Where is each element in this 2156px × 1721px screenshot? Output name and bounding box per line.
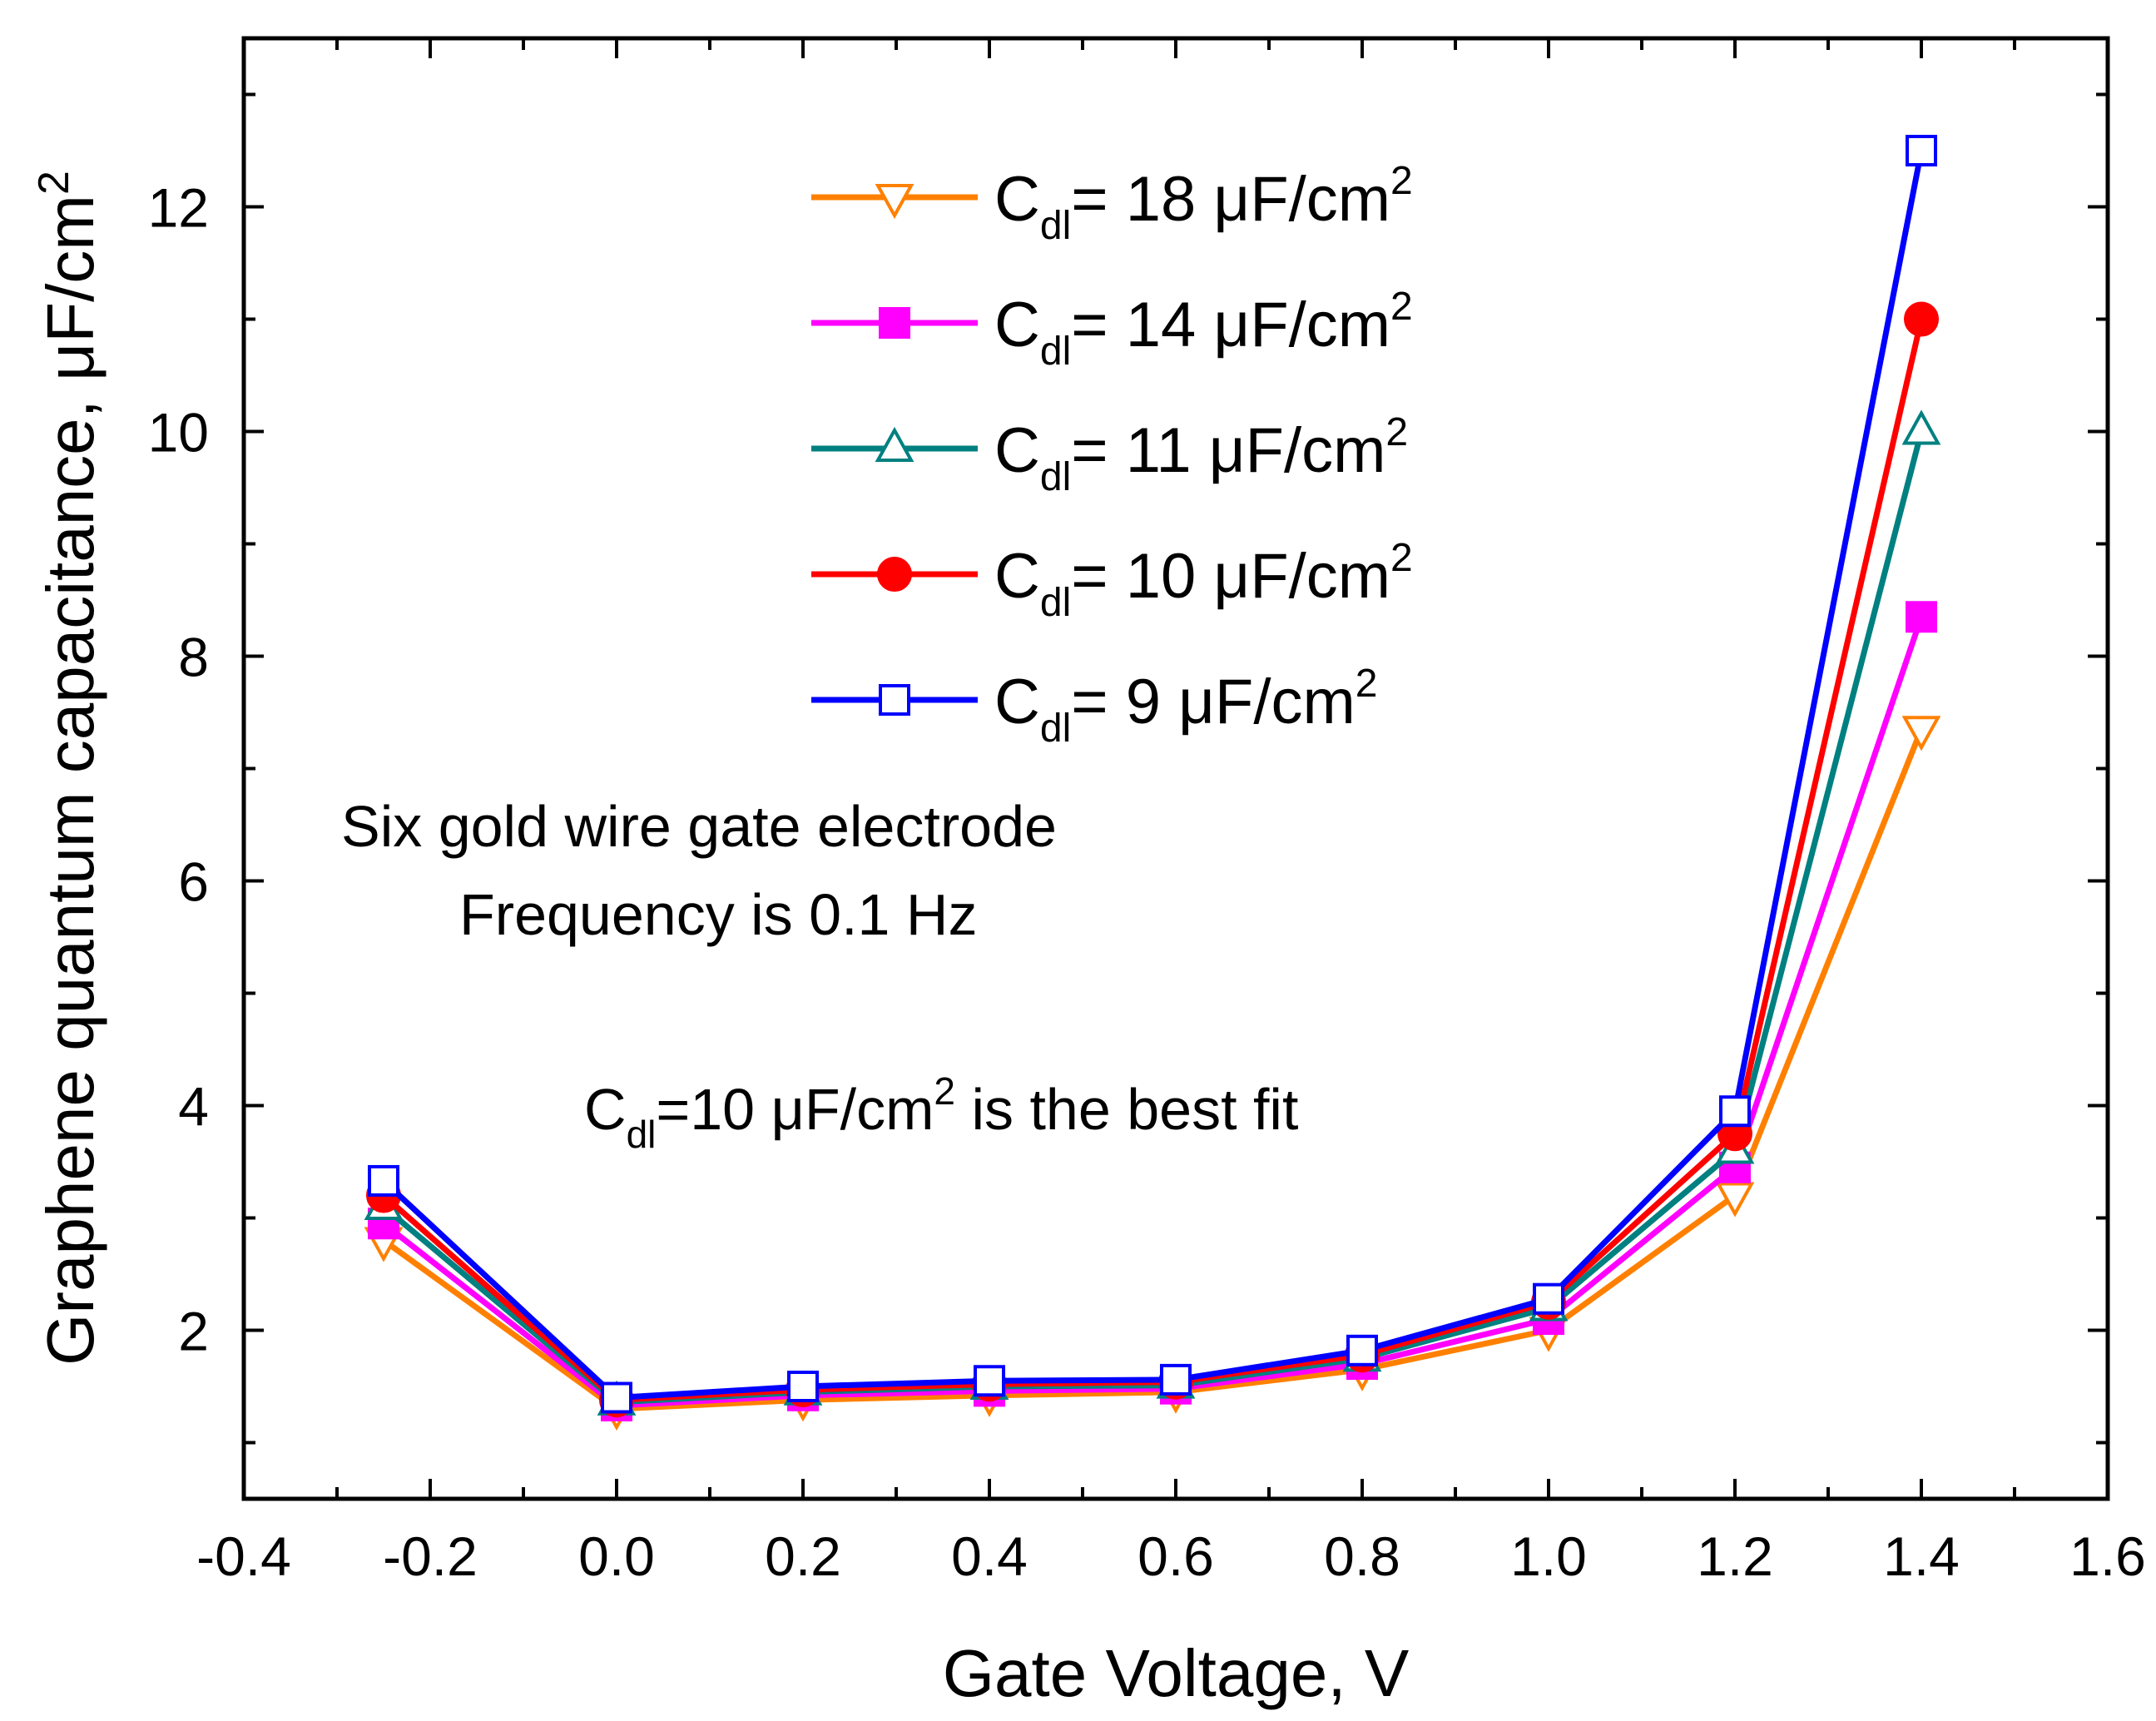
data-point: [1160, 1363, 1192, 1396]
x-tick-label: 0.4: [951, 1525, 1028, 1587]
best-fit-c: C: [584, 1077, 627, 1142]
y-axis-title-sup: 2: [30, 171, 78, 195]
legend-sup: 2: [1356, 662, 1378, 706]
data-point: [1719, 1095, 1751, 1128]
x-tick-label: 1.2: [1697, 1525, 1773, 1587]
best-fit-sup: 2: [934, 1069, 955, 1113]
legend-marker: [879, 684, 910, 716]
legend-marker: [875, 426, 914, 462]
y-axis-title-unit: μF/cm: [33, 195, 107, 381]
annotation-electrode: Six gold wire gate electrode: [341, 794, 1057, 859]
series-layer: [364, 135, 1941, 1431]
y-tick-label: 12: [148, 177, 209, 239]
data-point: [787, 1371, 819, 1402]
legend-entry-0: Cdl= 18 μF/cm2: [811, 159, 1413, 248]
legend-marker: [877, 557, 912, 592]
legend-value: = 9 μF/cm: [1071, 667, 1356, 737]
annotation-best-fit: Cdl=10 μF/cm2 is the best fit: [584, 1069, 1298, 1156]
legend-value: = 18 μF/cm: [1071, 164, 1390, 235]
data-point: [1904, 301, 1939, 337]
legend-value: = 11 μF/cm: [1071, 415, 1385, 486]
y-tick-label: 2: [178, 1301, 209, 1362]
legend-entry-3: Cdl= 10 μF/cm2: [811, 536, 1413, 625]
data-point: [974, 1365, 1005, 1397]
data-point: [1715, 1182, 1755, 1218]
legend-sub: dl: [1040, 707, 1071, 751]
x-tick-label: 1.4: [1883, 1525, 1960, 1587]
legend-c: C: [994, 164, 1040, 235]
y-tick-label: 6: [178, 851, 209, 913]
legend-sub: dl: [1040, 330, 1071, 374]
x-tick-label: -0.2: [383, 1525, 478, 1587]
legend-label: Cdl= 14 μF/cm2: [994, 285, 1413, 374]
legend-sup: 2: [1390, 536, 1413, 580]
y-tick-label: 8: [178, 627, 209, 688]
data-point: [1533, 1282, 1564, 1315]
legend-value: = 14 μF/cm: [1071, 290, 1390, 360]
y-axis-title-main: Graphene quantum capacitance,: [33, 381, 107, 1366]
x-tick-label: -0.4: [196, 1525, 291, 1587]
legend-label: Cdl= 11 μF/cm2: [994, 410, 1408, 499]
x-tick-label: 0.2: [765, 1525, 841, 1587]
y-tick-label: 4: [178, 1076, 209, 1138]
legend-label: Cdl= 9 μF/cm2: [994, 662, 1377, 751]
legend-entry-4: Cdl= 9 μF/cm2: [811, 662, 1377, 751]
x-tick-label: 0.6: [1137, 1525, 1214, 1587]
axis-ticks: -0.4 -0.2 0.0 0.2 0.4 0.6 0.8 1.0 1.2 1.4 1.6 2 4 6 8 1…: [148, 38, 2146, 1587]
legend-sup: 2: [1385, 410, 1408, 454]
data-point: [601, 1381, 632, 1414]
data-point: [1906, 135, 1937, 166]
x-axis-title: Gate Voltage, V: [943, 1636, 1410, 1710]
plot-frame: [241, 36, 2110, 1501]
legend-c: C: [994, 415, 1040, 486]
best-fit-sub: dl: [627, 1113, 657, 1156]
legend-marker: [879, 307, 910, 339]
x-tick-label: 1.0: [1510, 1525, 1587, 1587]
x-tick-label: 0.0: [578, 1525, 655, 1587]
legend-c: C: [994, 541, 1040, 612]
legend-sup: 2: [1390, 159, 1413, 203]
legend-c: C: [994, 290, 1040, 360]
data-point: [368, 1164, 399, 1197]
legend-sup: 2: [1390, 285, 1413, 329]
x-tick-label: 0.8: [1324, 1525, 1400, 1587]
x-tick-label: 1.6: [2069, 1525, 2146, 1587]
best-fit-mid: =10 μF/cm: [656, 1077, 934, 1142]
legend-sub: dl: [1040, 204, 1071, 248]
data-point: [1901, 409, 1941, 445]
y-tick-label: 10: [148, 402, 209, 464]
best-fit-suffix: is the best fit: [955, 1077, 1298, 1142]
legend-entry-2: Cdl= 11 μF/cm2: [811, 410, 1408, 499]
data-point: [1901, 716, 1941, 751]
data-point: [1906, 601, 1937, 633]
series-4: [368, 135, 1937, 1414]
legend-value: = 10 μF/cm: [1071, 541, 1390, 612]
legend-sub: dl: [1040, 455, 1071, 499]
legend-marker: [875, 184, 914, 220]
legend-entry-1: Cdl= 14 μF/cm2: [811, 285, 1413, 374]
annotation-frequency: Frequency is 0.1 Hz: [459, 882, 977, 947]
legend-c: C: [994, 667, 1040, 737]
legend-label: Cdl= 18 μF/cm2: [994, 159, 1413, 248]
legend-label: Cdl= 10 μF/cm2: [994, 536, 1413, 625]
y-axis-title: Graphene quantum capacitance, μF/cm2: [30, 171, 107, 1366]
legend-sub: dl: [1040, 581, 1071, 625]
data-point: [1346, 1334, 1378, 1366]
